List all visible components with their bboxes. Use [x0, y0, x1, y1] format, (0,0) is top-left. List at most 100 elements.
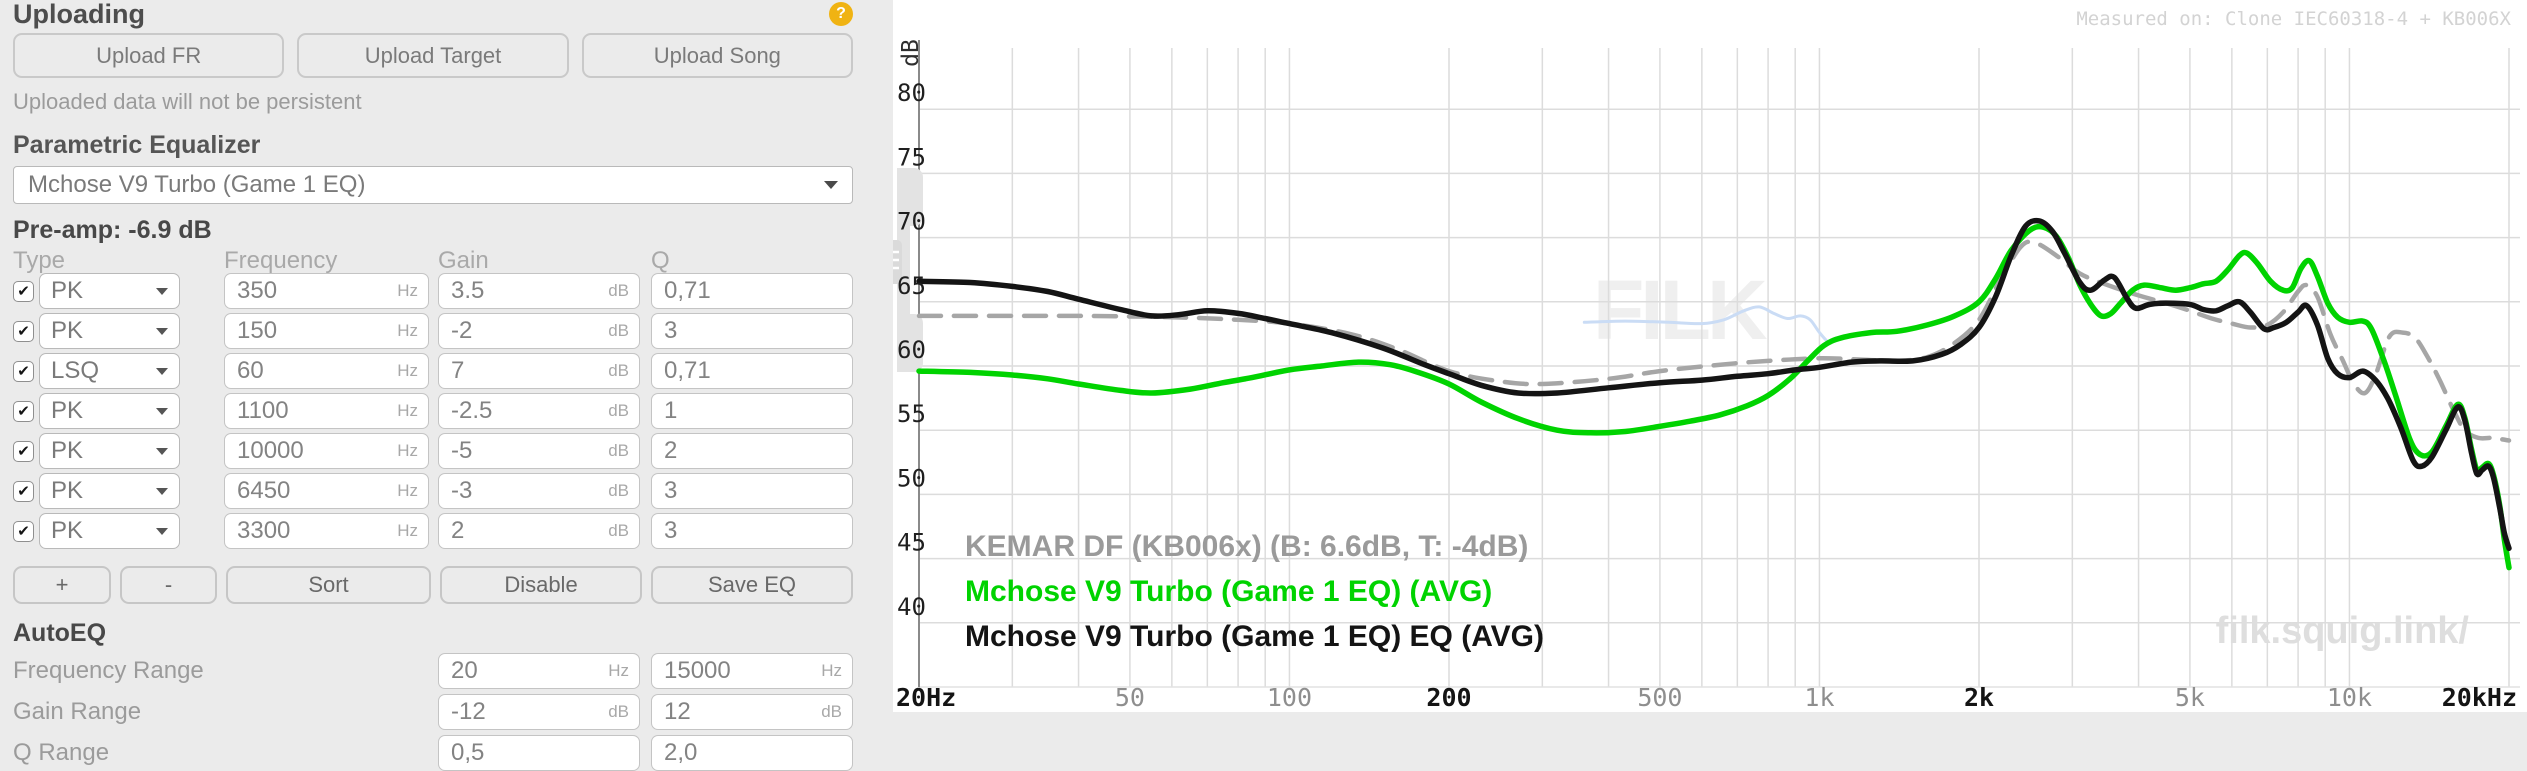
filter-type-select[interactable]: PK [39, 393, 180, 429]
upload-buttons-row: Upload FR Upload Target Upload Song [13, 33, 853, 78]
filter-type-select[interactable]: PK [39, 513, 180, 549]
upload-button[interactable]: Upload Target [297, 33, 569, 78]
filter-type-value: PK [51, 317, 84, 344]
q-value: 0,71 [664, 357, 711, 384]
legend-item[interactable]: Mchose V9 Turbo (Game 1 EQ) EQ (AVG) [965, 620, 1544, 653]
autoeq-max-input[interactable]: 15000 Hz [651, 653, 853, 689]
eq-action-[interactable]: - [120, 566, 217, 604]
gain-value: -3 [451, 477, 473, 504]
eq-action-buttons: + - Sort Disable Save EQ [13, 566, 853, 604]
filter-frequency-input[interactable]: 1100 Hz [224, 393, 429, 429]
chevron-down-icon [156, 407, 168, 415]
filter-row: ✔ PK 10000 Hz -5 dB 2 [13, 433, 894, 469]
filter-row: ✔ PK 150 Hz -2 dB 3 [13, 313, 894, 349]
y-tick-label: 60 [897, 336, 926, 364]
column-header: Q [651, 247, 670, 274]
filter-gain-input[interactable]: -5 dB [438, 433, 640, 469]
autoeq-rows: Frequency Range 20 Hz 15000 Hz Gain Range -12 d… [13, 653, 894, 771]
filter-type-value: PK [51, 477, 84, 504]
legend-item[interactable]: Mchose V9 Turbo (Game 1 EQ) (AVG) [965, 575, 1493, 608]
filter-type-select[interactable]: PK [39, 473, 180, 509]
autoeq-row: Frequency Range 20 Hz 15000 Hz [13, 653, 894, 689]
filter-q-input[interactable]: 2 [651, 433, 853, 469]
autoeq-min-input[interactable]: -12 dB [438, 694, 640, 730]
y-tick-label: 70 [897, 208, 926, 236]
filter-row: ✔ PK 1100 Hz -2.5 dB 1 [13, 393, 894, 429]
filter-frequency-input[interactable]: 350 Hz [224, 273, 429, 309]
unit-label: Hz [397, 441, 418, 460]
filter-enabled-checkbox[interactable]: ✔ [13, 320, 34, 342]
autoeq-row-label: Q Range [13, 739, 110, 766]
eq-action-sort[interactable]: Sort [226, 566, 431, 604]
normalize-handle-icon[interactable] [897, 168, 923, 372]
filter-frequency-input[interactable]: 6450 Hz [224, 473, 429, 509]
autoeq-max-input[interactable]: 12 dB [651, 694, 853, 730]
autoeq-max-input[interactable]: 2,0 [651, 735, 853, 771]
filter-gain-input[interactable]: 7 dB [438, 353, 640, 389]
help-icon[interactable]: ? [829, 2, 853, 26]
upload-button[interactable]: Upload Song [581, 33, 853, 78]
eq-action-[interactable]: + [13, 566, 111, 604]
left-panel: Uploading ? Upload FR Upload Target Upload… [0, 0, 894, 771]
filter-q-input[interactable]: 3 [651, 513, 853, 549]
fr-curve [916, 223, 2512, 571]
peq-title: Parametric Equalizer [13, 131, 261, 159]
y-tick-label: 40 [897, 593, 926, 621]
autoeq-title: AutoEQ [13, 619, 107, 647]
frequency-value: 3300 [237, 517, 291, 544]
gain-value: 3.5 [451, 277, 485, 304]
filter-enabled-checkbox[interactable]: ✔ [13, 480, 34, 502]
column-header: Frequency [224, 247, 338, 274]
frequency-value: 350 [237, 277, 278, 304]
upload-button[interactable]: Upload FR [13, 33, 285, 78]
filter-enabled-checkbox[interactable]: ✔ [13, 360, 34, 382]
min-value: 20 [451, 657, 478, 684]
legend-item[interactable]: KEMAR DF (KB006x) (B: 6.6dB, T: -4dB) [965, 530, 1529, 563]
filter-gain-input[interactable]: -3 dB [438, 473, 640, 509]
filter-gain-input[interactable]: 2 dB [438, 513, 640, 549]
filter-enabled-checkbox[interactable]: ✔ [13, 440, 34, 462]
filter-type-select[interactable]: LSQ [39, 353, 180, 389]
autoeq-min-input[interactable]: 0,5 [438, 735, 640, 771]
min-value: 0,5 [451, 739, 485, 766]
fr-graph[interactable]: 80 75 70 65 60 55 50 45 40 20Hz 50 100 200 500 1k 2k 5k 1… [893, 0, 2527, 712]
filter-frequency-input[interactable]: 3300 Hz [224, 513, 429, 549]
chevron-down-icon [156, 527, 168, 535]
eq-profile-selected-value: Mchose V9 Turbo (Game 1 EQ) [28, 171, 366, 198]
y-tick-label: 55 [897, 400, 926, 428]
eq-action-disable[interactable]: Disable [440, 566, 642, 604]
autoeq-min-input[interactable]: 20 Hz [438, 653, 640, 689]
filter-enabled-checkbox[interactable]: ✔ [13, 400, 34, 422]
unit-label: Hz [397, 481, 418, 500]
filter-frequency-input[interactable]: 150 Hz [224, 313, 429, 349]
filter-q-input[interactable]: 0,71 [651, 353, 853, 389]
max-value: 15000 [664, 657, 731, 684]
filter-type-value: LSQ [51, 357, 100, 384]
eq-profile-select[interactable]: Mchose V9 Turbo (Game 1 EQ) [13, 166, 853, 204]
unit-label: Hz [397, 321, 418, 340]
filter-type-select[interactable]: PK [39, 433, 180, 469]
filter-q-input[interactable]: 0,71 [651, 273, 853, 309]
unit-label: Hz [397, 521, 418, 540]
filter-enabled-checkbox[interactable]: ✔ [13, 520, 34, 542]
filter-q-input[interactable]: 3 [651, 313, 853, 349]
x-tick-label: 20kHz [2442, 683, 2517, 712]
filter-frequency-input[interactable]: 60 Hz [224, 353, 429, 389]
y-tick-label: 65 [897, 272, 926, 300]
filter-type-select[interactable]: PK [39, 273, 180, 309]
filter-gain-input[interactable]: 3.5 dB [438, 273, 640, 309]
filter-type-select[interactable]: PK [39, 313, 180, 349]
fr-curve [916, 239, 2512, 443]
y-tick-label: 75 [897, 143, 926, 171]
column-header: Gain [438, 247, 489, 274]
autoeq-row-label: Gain Range [13, 698, 142, 725]
filter-enabled-checkbox[interactable]: ✔ [13, 280, 34, 302]
filter-q-input[interactable]: 1 [651, 393, 853, 429]
filter-q-input[interactable]: 3 [651, 473, 853, 509]
eq-action-save-eq[interactable]: Save EQ [651, 566, 853, 604]
filter-gain-input[interactable]: -2.5 dB [438, 393, 640, 429]
filter-gain-input[interactable]: -2 dB [438, 313, 640, 349]
autoeq-row: Q Range 0,5 2,0 [13, 735, 894, 771]
filter-frequency-input[interactable]: 10000 Hz [224, 433, 429, 469]
